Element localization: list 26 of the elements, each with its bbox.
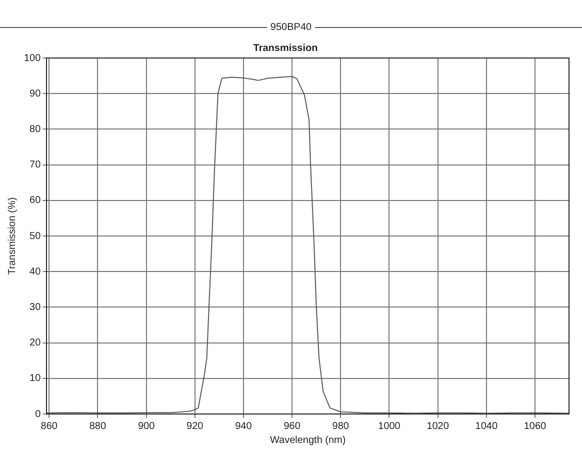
x-tick-label: 920 [186, 420, 204, 432]
x-axis-title: Wavelength (nm) [270, 434, 346, 446]
chart-title: 950BP40 [269, 22, 313, 33]
y-tick-label: 30 [30, 302, 42, 313]
x-tick-label: 1040 [475, 420, 498, 432]
chart-subtitle: Transmission [253, 42, 318, 54]
y-tick-label: 100 [24, 52, 42, 64]
y-tick-label: 10 [30, 373, 42, 384]
x-tick-label: 1000 [378, 420, 401, 432]
x-tick-label: 1020 [426, 420, 450, 432]
y-tick-label: 20 [30, 338, 42, 349]
y-tick-label: 50 [30, 230, 42, 242]
y-tick-label: 80 [30, 124, 42, 135]
y-tick-label: 60 [30, 195, 42, 206]
y-tick-label: 0 [35, 408, 42, 420]
x-tick-label: 980 [332, 420, 350, 432]
x-tick-label: 900 [138, 420, 156, 432]
y-tick-label: 40 [30, 266, 42, 278]
y-tick-label: 70 [30, 160, 42, 171]
y-tick-label: 90 [30, 88, 42, 100]
y-axis-title: Transmission (%) [6, 197, 18, 275]
x-tick-label: 960 [284, 420, 301, 432]
x-tick-label: 940 [235, 420, 252, 432]
x-tick-label: 860 [40, 420, 58, 432]
x-tick-label: 880 [89, 420, 106, 432]
x-tick-label: 1060 [524, 420, 547, 432]
